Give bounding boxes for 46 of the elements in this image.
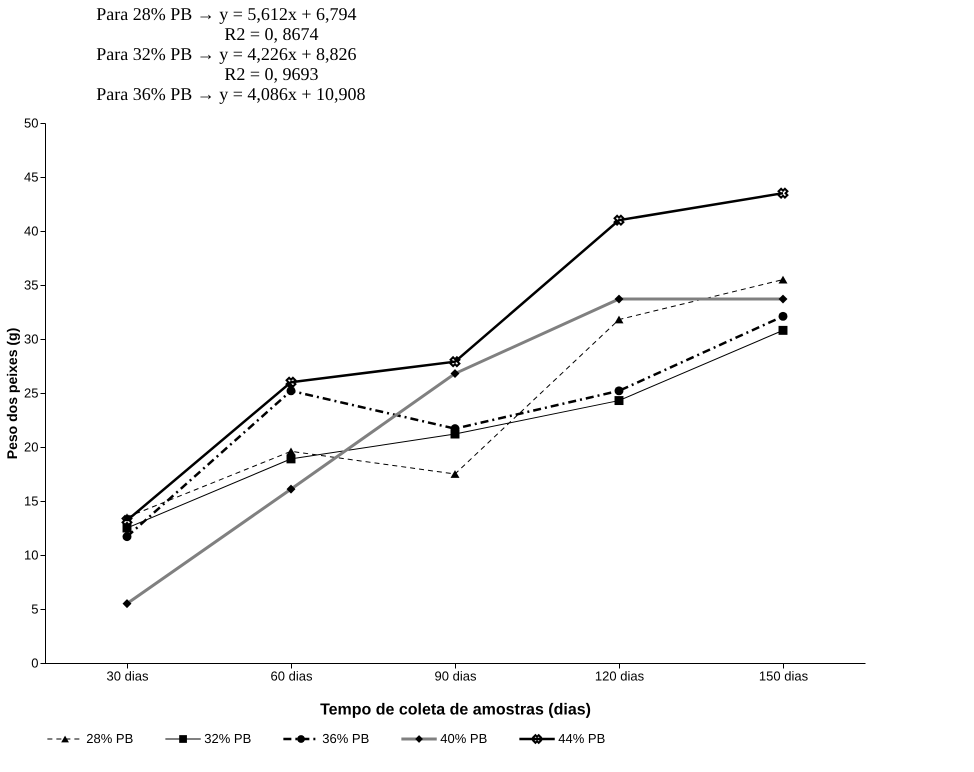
y-tick-label: 40 xyxy=(24,224,38,238)
x-tick-label: 120 dias xyxy=(594,668,645,684)
point xyxy=(614,214,624,226)
point xyxy=(450,356,460,368)
point xyxy=(778,312,788,321)
y-axis-title: Peso dos peixes (g) xyxy=(4,328,20,460)
legend-label: 32% PB xyxy=(204,731,252,746)
text: Para 28% PB → y = 5,612x + 6,794 xyxy=(96,4,357,24)
point xyxy=(286,386,296,396)
y-tick-label: 15 xyxy=(24,494,38,508)
y-tick-label: 35 xyxy=(24,278,38,292)
point xyxy=(778,276,788,284)
x-tick-label: 60 dias xyxy=(270,668,313,684)
point xyxy=(286,447,296,456)
point xyxy=(450,430,460,439)
x-tick-label: 90 dias xyxy=(434,668,477,684)
legend-label: 44% PB xyxy=(558,731,606,746)
point xyxy=(614,316,624,324)
text: Para 32% PB → y = 4,226x + 8,826 xyxy=(96,44,357,64)
y-tick-label: 50 xyxy=(24,116,38,130)
text: R2 = 0, 9693 xyxy=(224,64,319,84)
legend-label: 36% PB xyxy=(322,731,370,746)
point xyxy=(614,396,624,406)
y-tick-label: 45 xyxy=(24,170,38,184)
point xyxy=(778,326,788,335)
y-tick-label: 20 xyxy=(24,440,38,454)
legend-label: 40% PB xyxy=(440,731,488,746)
text: R2 = 0, 8674 xyxy=(224,24,319,44)
y-tick-label: 30 xyxy=(24,332,38,346)
x-tick-label: 30 dias xyxy=(106,668,149,684)
x-tick-label: 150 dias xyxy=(758,668,809,684)
point xyxy=(286,376,296,388)
point xyxy=(122,524,132,532)
y-tick-label: 5 xyxy=(31,602,38,616)
legend-label: 28% PB xyxy=(86,731,134,746)
point xyxy=(614,386,624,396)
y-tick-label: 25 xyxy=(24,386,38,400)
point xyxy=(286,454,296,464)
point xyxy=(450,470,460,478)
y-tick-label: 10 xyxy=(24,548,38,562)
point xyxy=(122,532,132,542)
point xyxy=(122,513,132,522)
x-axis-title: Tempo de coleta de amostras (dias) xyxy=(320,702,591,718)
text: Para 36% PB → y = 4,086x + 10,908 xyxy=(96,84,366,104)
point xyxy=(778,188,788,199)
y-tick-label: 0 xyxy=(31,656,38,670)
